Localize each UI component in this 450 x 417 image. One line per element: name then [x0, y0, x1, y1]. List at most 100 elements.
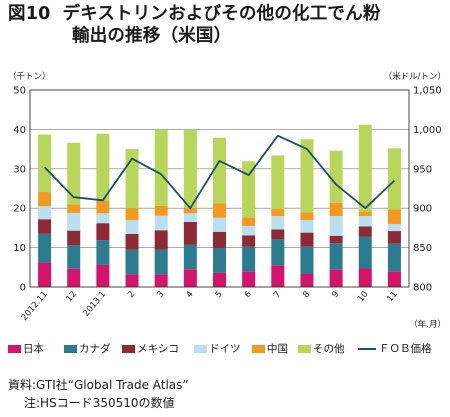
bar-segment: [67, 212, 81, 231]
x-tick-label: 8: [301, 290, 312, 301]
x-tick-label: 2013.1: [81, 290, 108, 319]
bar-segment: [329, 269, 343, 287]
legend-label: メキシコ: [137, 343, 179, 355]
bar-segment: [300, 212, 314, 221]
bar-segment: [387, 271, 401, 287]
legend-item: ドイツ: [194, 341, 241, 356]
bar-segment: [242, 225, 256, 236]
bar-segment: [125, 249, 139, 275]
legend-label: ドイツ: [209, 343, 241, 355]
legend-label: ＦＯＢ価格: [379, 343, 432, 355]
bar-segment: [329, 243, 343, 270]
bar-segment: [96, 133, 110, 201]
left-tick-label: 10: [13, 243, 26, 254]
bar-segment: [213, 203, 226, 218]
bar-segment: [183, 129, 197, 209]
legend-item: メキシコ: [122, 341, 179, 356]
bar-segment: [183, 213, 197, 222]
legend-label: 日本: [23, 343, 44, 355]
bar-segment: [242, 235, 256, 247]
bar-segment: [242, 271, 256, 287]
bar-segment: [387, 148, 401, 210]
bar-segment: [96, 264, 110, 287]
bar-segment: [154, 230, 168, 250]
title-line-1: デキストリンおよびその他の化工でん粉: [62, 4, 381, 24]
legend-label: カナダ: [79, 343, 111, 355]
bar-segment: [125, 220, 139, 234]
bar-segment: [358, 216, 372, 227]
bar-segment: [154, 249, 168, 275]
left-tick-label: 40: [13, 125, 26, 136]
legend-swatch: [8, 344, 21, 353]
bar-segment: [387, 243, 401, 272]
bar-segment: [271, 216, 285, 230]
stacked-bar-line-chart: 0 10 20 30 40 50 800 850 900 950 1,000 1,050 （千トン） （米…: [8, 71, 446, 330]
bar-segment: [154, 215, 168, 231]
legend-item: カナダ: [64, 341, 111, 356]
x-tick-label: 11: [385, 290, 400, 305]
x-tick-label: 9: [330, 290, 341, 301]
x-tick-label: 2: [126, 290, 137, 301]
bar-segment: [67, 245, 81, 269]
bar-segment: [38, 206, 52, 220]
bar-segment: [271, 229, 285, 240]
plot-frame: [29, 89, 410, 288]
bar-segment: [358, 226, 372, 237]
bar-segment: [271, 208, 285, 217]
right-tick-label: 1,050: [413, 86, 442, 97]
bar-segment: [300, 246, 314, 274]
right-axis-unit: （米ドル/トン）: [384, 71, 446, 82]
bar-segment: [183, 221, 197, 245]
bar-segment: [38, 233, 52, 263]
bar-segment: [213, 137, 226, 204]
bar-segment: [329, 150, 343, 203]
bar-segment: [154, 274, 168, 287]
source-note: 資料:GTI社“Global Trade Atlas” 注:HSコード35051…: [8, 376, 189, 412]
x-tick-label: 4: [184, 290, 195, 301]
legend-swatch: [252, 344, 265, 353]
legend-label: 中国: [267, 343, 288, 355]
bar-segment: [358, 211, 372, 217]
legend-item: 日本: [8, 341, 44, 356]
fob-price-line: [43, 134, 396, 210]
x-tick-label: 6: [243, 290, 254, 301]
chart-legend: 日本 カナダ メキシコ ドイツ 中国 その他 ＦＯＢ価格: [8, 339, 448, 359]
bar-segment: [38, 192, 52, 207]
bar-segment: [329, 216, 343, 236]
bar-segment: [242, 217, 256, 226]
legend-item: ＦＯＢ価格: [358, 341, 432, 356]
bar-segment: [67, 142, 81, 205]
right-tick-label: 800: [413, 283, 432, 294]
note-line: 注:HSコード350510の数値: [24, 396, 175, 410]
left-tick-label: 30: [13, 164, 26, 175]
left-tick-label: 0: [20, 283, 26, 294]
source-line: 資料:GTI社“Global Trade Atlas”: [8, 378, 189, 392]
x-tick-label: 5: [214, 290, 225, 301]
bar-segment: [271, 265, 285, 287]
legend-label: その他: [313, 343, 345, 355]
bar-segment: [329, 202, 343, 217]
bar-segment: [271, 155, 285, 209]
bar-segment: [38, 219, 52, 234]
bar-segment: [387, 231, 401, 244]
bar-segment: [96, 213, 110, 224]
bar-segment: [300, 220, 314, 233]
bar-segment: [213, 272, 226, 287]
bar-segment: [125, 208, 139, 221]
bar-segment: [387, 223, 401, 232]
bar-segment: [300, 273, 314, 287]
bar-segment: [358, 236, 372, 269]
bar-segment: [38, 262, 52, 287]
legend-item: 中国: [252, 341, 288, 356]
bar-segment: [154, 205, 168, 216]
left-tick-label: 20: [13, 204, 26, 215]
right-tick-label: 850: [413, 243, 432, 254]
bar-segment: [67, 268, 81, 287]
right-tick-label: 1,000: [413, 125, 442, 136]
bar-segment: [67, 230, 81, 246]
bar-segment: [125, 233, 139, 250]
bar-segment: [213, 231, 226, 248]
bar-segment: [96, 223, 110, 241]
bar-segment: [358, 124, 372, 212]
x-tick-label: 2012.11: [20, 290, 50, 323]
